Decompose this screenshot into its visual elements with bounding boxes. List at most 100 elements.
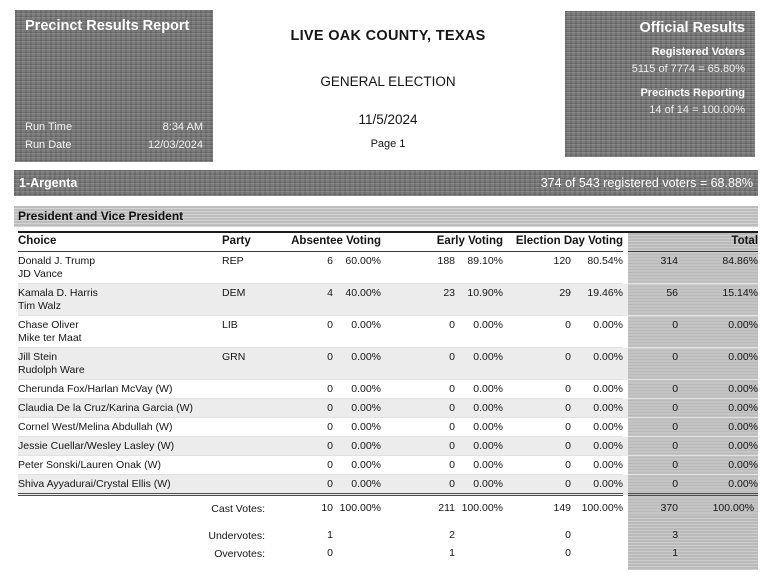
votes-cell: 0 [381,398,456,418]
votes-cell: 1 [449,547,456,559]
percent-cell: 100.00% [455,493,504,516]
votes-cell: 0 [381,455,456,475]
total-votes-cell: 370 [628,493,679,516]
votes-cell: 0 [503,379,572,399]
choice-cell: Shiva Ayyadurai/Crystal Ellis (W) [18,474,222,495]
candidate-row: Cherunda Fox/Harlan McVay (W) 0 0.00% 0 0.00… [18,379,759,399]
choice-cell: Cherunda Fox/Harlan McVay (W) [18,379,222,399]
total-percent-cell: 0.00% [678,398,759,418]
votes-cell: 0 [265,379,333,399]
votes-cell: 0 [265,347,333,380]
candidate-row: Peter Sonski/Lauren Onak (W) 0 0.00% 0 0.00%… [18,455,759,475]
total-votes-cell: 314 [628,251,679,284]
votes-cell: 0 [503,347,572,380]
votes-cell: 0 [503,417,572,437]
choice-cell: Cornel West/Melina Abdullah (W) [18,417,222,437]
summary-row: Undervotes: 1 2 0 3 [18,516,759,543]
votes-cell: 0 [265,398,333,418]
cell [623,417,629,437]
percent-cell [571,543,623,561]
total-votes-cell: 3 [628,516,679,543]
votes-cell: 0 [381,436,456,456]
cell [623,315,629,348]
party-cell: GRN [222,347,265,380]
percent-cell: 60.00% [345,254,382,267]
report-header: LIVE OAK COUNTY, TEXAS GENERAL ELECTION … [215,28,561,150]
official-results-title: Official Results [639,20,745,36]
cell [623,251,629,284]
percent-cell: 0.00% [455,315,504,348]
percent-cell: 10.90% [455,283,504,316]
total-percent-cell: 100.00% [678,493,759,516]
total-votes-cell: 0 [628,417,679,437]
votes-cell: 149 [503,493,572,516]
votes-cell: 0 [503,398,572,418]
percent-cell: 100.00% [571,493,624,516]
votes-cell: 23 [381,283,456,316]
cell [623,543,629,561]
percent-cell: 0.00% [333,455,382,475]
total-votes-cell: 0 [628,398,679,418]
results-table: Choice Party Absentee Voting Early Votin… [18,231,759,570]
results-table-body: Donald J. Trump JD Vance REP 6 60.00% 188 89.1… [18,251,759,570]
votes-cell: 0 [565,529,572,541]
column-header-party: Party [222,231,265,252]
election-title: GENERAL ELECTION [320,74,456,89]
page-number: Page 1 [370,138,406,150]
total-votes-cell: 0 [628,315,679,348]
percent-cell [333,516,381,543]
cell [623,379,629,399]
official-results-box: Official Results Registered Voters 5115 … [565,11,755,157]
party-cell [222,474,265,495]
percent-cell [455,543,503,561]
total-band-filler [18,561,759,570]
percent-cell: 0.00% [455,474,504,495]
run-info: Run Time 8:34 AM Run Date 12/03/2024 [25,118,203,154]
cell [623,455,629,475]
percent-cell: 0.00% [333,474,382,495]
precincts-reporting-label: Precincts Reporting [640,87,745,99]
candidate-row: Kamala D. Harris Tim Walz DEM 4 40.00% 23 10.9… [18,283,759,316]
percent-cell: 80.54% [587,254,624,267]
choice-cell: Jessie Cuellar/Wesley Lasley (W) [18,436,222,456]
percent-cell: 0.00% [455,379,504,399]
percent-cell: 89.10% [467,254,504,267]
total-percent-cell: 0.00% [678,474,759,495]
choice-cell: Claudia De la Cruz/Karina Garcia (W) [18,398,222,418]
summary-label: Cast Votes: [18,493,265,516]
votes-cell: 6 [327,254,333,267]
candidate-row: Jill Stein Rudolph Ware GRN 0 0.00% 0 0.00% 0 0.… [18,347,759,380]
percent-cell: 0.00% [455,417,504,437]
summary-label: Overvotes: [214,548,265,560]
votes-cell: 29 [503,283,572,316]
choice-cell: Peter Sonski/Lauren Onak (W) [18,455,222,475]
percent-cell: 0.00% [455,398,504,418]
county-title: LIVE OAK COUNTY, TEXAS [290,28,486,44]
votes-cell: 0 [265,315,333,348]
party-cell [222,436,265,456]
table-header-row: Choice Party Absentee Voting Early Votin… [18,231,759,252]
percent-cell: 0.00% [455,347,504,380]
choice-cell: Jill Stein Rudolph Ware [18,347,222,380]
cell [623,436,629,456]
registered-voters-label: Registered Voters [651,46,745,58]
summary-row: Overvotes: 0 1 0 1 [18,543,759,561]
votes-cell: 0 [265,474,333,495]
cell [623,398,629,418]
votes-cell: 0 [503,455,572,475]
percent-cell: 0.00% [333,417,382,437]
percent-cell: 0.00% [571,436,624,456]
candidate-row: Cornel West/Melina Abdullah (W) 0 0.00% 0 0.… [18,417,759,437]
votes-cell: 1 [327,529,333,541]
percent-cell [455,516,503,543]
party-cell: REP [222,254,244,267]
total-percent-cell: 0.00% [678,315,759,348]
precincts-reporting-value: 14 of 14 = 100.00% [649,104,745,116]
cell [623,494,629,516]
percent-cell: 0.00% [333,398,382,418]
column-header-total: Total [628,231,759,252]
percent-cell: 0.00% [333,315,382,348]
election-date: 11/5/2024 [358,112,418,127]
cell [623,283,629,316]
